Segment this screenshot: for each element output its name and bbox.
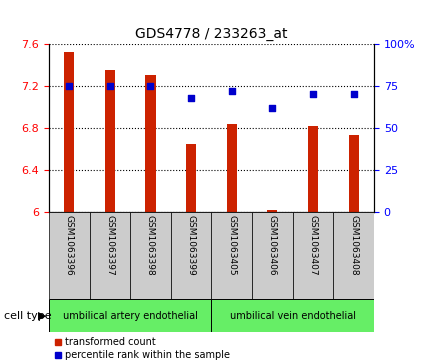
Bar	[130, 212, 171, 299]
Bar	[308, 126, 318, 212]
Bar	[145, 75, 156, 212]
Bar	[211, 299, 374, 332]
Text: GSM1063406: GSM1063406	[268, 215, 277, 276]
Bar	[64, 52, 74, 212]
Bar	[105, 70, 115, 212]
Bar	[293, 212, 333, 299]
Bar	[267, 210, 278, 212]
Bar	[171, 212, 211, 299]
Text: cell type: cell type	[4, 311, 52, 321]
Text: GSM1063398: GSM1063398	[146, 215, 155, 276]
Text: GSM1063407: GSM1063407	[309, 215, 317, 276]
Text: GSM1063397: GSM1063397	[105, 215, 114, 276]
Point	[310, 91, 317, 97]
Bar	[211, 212, 252, 299]
Point	[188, 95, 195, 101]
Bar	[49, 212, 90, 299]
Point	[350, 91, 357, 97]
Text: GSM1063405: GSM1063405	[227, 215, 236, 276]
Bar	[186, 144, 196, 212]
Bar	[90, 212, 130, 299]
Text: umbilical vein endothelial: umbilical vein endothelial	[230, 311, 356, 321]
Text: GSM1063399: GSM1063399	[187, 215, 196, 276]
Point	[147, 83, 154, 89]
Legend: transformed count, percentile rank within the sample: transformed count, percentile rank withi…	[54, 337, 230, 360]
Point	[66, 83, 73, 89]
Text: GSM1063396: GSM1063396	[65, 215, 74, 276]
Bar	[227, 124, 237, 212]
Point	[106, 83, 113, 89]
Text: GSM1063408: GSM1063408	[349, 215, 358, 276]
Bar	[49, 299, 211, 332]
Text: umbilical artery endothelial: umbilical artery endothelial	[63, 311, 198, 321]
Bar	[252, 212, 293, 299]
Bar	[348, 135, 359, 212]
Title: GDS4778 / 233263_at: GDS4778 / 233263_at	[135, 27, 288, 41]
Bar	[333, 212, 374, 299]
Text: ▶: ▶	[38, 311, 47, 321]
Point	[269, 105, 276, 111]
Point	[228, 88, 235, 94]
